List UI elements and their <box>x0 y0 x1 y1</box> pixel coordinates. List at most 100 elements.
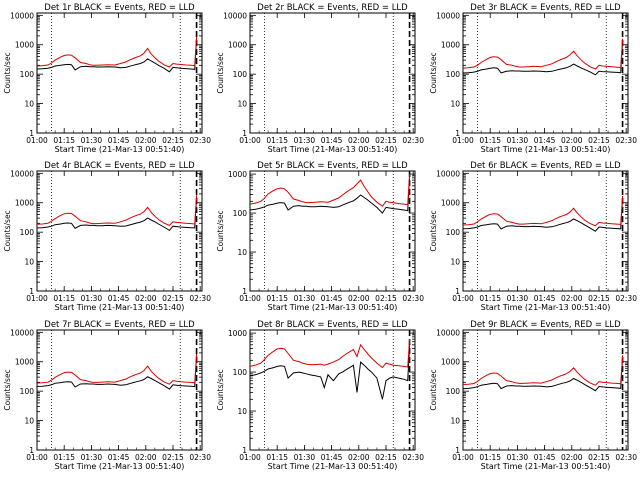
x-tick-label: 01:45 <box>108 294 130 303</box>
x-tick-label: 01:45 <box>534 294 556 303</box>
plot-frame <box>462 12 629 134</box>
x-tick-label: 01:30 <box>507 453 529 462</box>
detector-panel-5: Det 5r BLACK = Events, RED = LLD 1 10 100 10… <box>216 161 424 312</box>
x-tick-label: 01:30 <box>507 136 529 145</box>
x-tick-label: 01:30 <box>507 294 529 303</box>
events-series-line <box>36 38 198 73</box>
x-tick-label: 01:00 <box>239 136 261 145</box>
detector-panel-6: Det 6r BLACK = Events, RED = LLD 1 10 100 10… <box>429 161 637 312</box>
y-tick-label: 1000 <box>228 170 247 179</box>
lld-series-line <box>462 195 624 227</box>
x-axis-label: Start Time (21-Mar-13 00:51:40) <box>55 462 185 471</box>
y-tick-label: 100 <box>20 70 35 79</box>
events-series-line <box>462 357 624 392</box>
plot-frame <box>249 12 416 134</box>
y-tick-label: 1 <box>455 129 460 138</box>
lld-series-line <box>36 353 198 385</box>
y-tick-label: 100 <box>233 209 248 218</box>
x-tick-label: 02:30 <box>615 136 637 145</box>
x-tick-label: 01:15 <box>53 294 75 303</box>
y-axis-label: Counts/sec <box>3 52 12 93</box>
panel-title: Det 4r BLACK = Events, RED = LLD <box>44 161 195 171</box>
events-series-line <box>462 198 624 232</box>
y-axis-label: Counts/sec <box>3 210 12 251</box>
y-tick-label: 1 <box>242 129 247 138</box>
x-tick-label: 02:00 <box>561 136 583 145</box>
x-tick-label: 01:15 <box>479 453 501 462</box>
x-tick-label: 01:00 <box>239 294 261 303</box>
x-tick-label: 02:15 <box>162 136 184 145</box>
events-series-line <box>249 175 411 214</box>
y-tick-label: 1 <box>242 446 247 455</box>
detector-panel-7: Det 7r BLACK = Events, RED = LLD 1 10 100 10… <box>3 320 211 471</box>
x-tick-label: 01:00 <box>26 453 48 462</box>
x-tick-label: 02:00 <box>561 294 583 303</box>
x-axis-label: Start Time (21-Mar-13 00:51:40) <box>55 145 185 154</box>
panel-title: Det 9r BLACK = Events, RED = LLD <box>470 320 621 330</box>
x-tick-label: 02:15 <box>588 136 610 145</box>
y-tick-label: 100 <box>233 368 248 377</box>
y-tick-label: 10 <box>24 417 34 426</box>
y-axis-label: Counts/sec <box>3 369 12 410</box>
y-tick-label: 10000 <box>436 11 460 20</box>
x-tick-label: 01:30 <box>294 136 316 145</box>
y-tick-label: 1 <box>29 287 34 296</box>
y-axis-label: Counts/sec <box>216 369 225 410</box>
x-axis-label: Start Time (21-Mar-13 00:51:40) <box>481 303 611 312</box>
y-tick-label: 10 <box>450 417 460 426</box>
panel-title: Det 6r BLACK = Events, RED = LLD <box>470 161 621 171</box>
x-tick-label: 01:15 <box>266 294 288 303</box>
detector-panel-1: Det 1r BLACK = Events, RED = LLD 1 10 100 10… <box>3 3 211 154</box>
plot-frame <box>36 329 203 451</box>
x-tick-label: 02:30 <box>615 453 637 462</box>
plot-frame <box>36 12 203 134</box>
x-tick-label: 02:30 <box>615 294 637 303</box>
x-tick-label: 02:00 <box>348 294 370 303</box>
plot-frame <box>249 329 416 451</box>
x-tick-label: 02:30 <box>402 453 424 462</box>
y-tick-label: 1 <box>455 287 460 296</box>
y-tick-label: 1000 <box>15 199 34 208</box>
y-tick-label: 1000 <box>15 358 34 367</box>
x-tick-label: 01:30 <box>294 453 316 462</box>
x-axis-label: Start Time (21-Mar-13 00:51:40) <box>481 462 611 471</box>
x-tick-label: 01:00 <box>452 453 474 462</box>
y-tick-label: 100 <box>233 70 248 79</box>
lld-series-line <box>462 355 624 386</box>
x-tick-label: 02:15 <box>588 453 610 462</box>
y-axis-label: Counts/sec <box>429 369 438 410</box>
x-tick-label: 02:00 <box>135 294 157 303</box>
x-tick-label: 02:15 <box>375 136 397 145</box>
x-tick-label: 01:15 <box>53 453 75 462</box>
y-tick-label: 1000 <box>441 199 460 208</box>
y-tick-label: 1000 <box>15 41 34 50</box>
lld-series-line <box>249 174 411 207</box>
x-tick-label: 01:30 <box>294 294 316 303</box>
detector-panel-2: Det 2r BLACK = Events, RED = LLD 1 10 100 10… <box>216 3 424 154</box>
x-tick-label: 02:30 <box>402 136 424 145</box>
x-tick-label: 01:45 <box>534 136 556 145</box>
y-axis-label: Counts/sec <box>216 52 225 93</box>
events-series-line <box>36 197 198 232</box>
x-tick-label: 01:15 <box>266 136 288 145</box>
x-tick-label: 02:15 <box>162 294 184 303</box>
x-axis-label: Start Time (21-Mar-13 00:51:40) <box>55 303 185 312</box>
x-tick-label: 01:00 <box>452 136 474 145</box>
y-tick-label: 10000 <box>10 11 34 20</box>
x-tick-label: 01:15 <box>266 453 288 462</box>
events-series-line <box>249 344 411 400</box>
y-tick-label: 1 <box>242 287 247 296</box>
x-tick-label: 01:30 <box>81 453 103 462</box>
panel-title: Det 8r BLACK = Events, RED = LLD <box>257 320 408 330</box>
detector-panel-9: Det 9r BLACK = Events, RED = LLD 1 10 100 10… <box>429 320 637 471</box>
x-tick-label: 01:45 <box>534 453 556 462</box>
x-tick-label: 01:45 <box>108 453 130 462</box>
lld-series-line <box>36 195 198 226</box>
x-tick-label: 01:45 <box>321 136 343 145</box>
panel-title: Det 3r BLACK = Events, RED = LLD <box>470 3 621 13</box>
y-tick-label: 1000 <box>228 329 247 338</box>
x-tick-label: 02:15 <box>588 294 610 303</box>
y-axis-label: Counts/sec <box>429 210 438 251</box>
x-tick-label: 02:15 <box>375 453 397 462</box>
